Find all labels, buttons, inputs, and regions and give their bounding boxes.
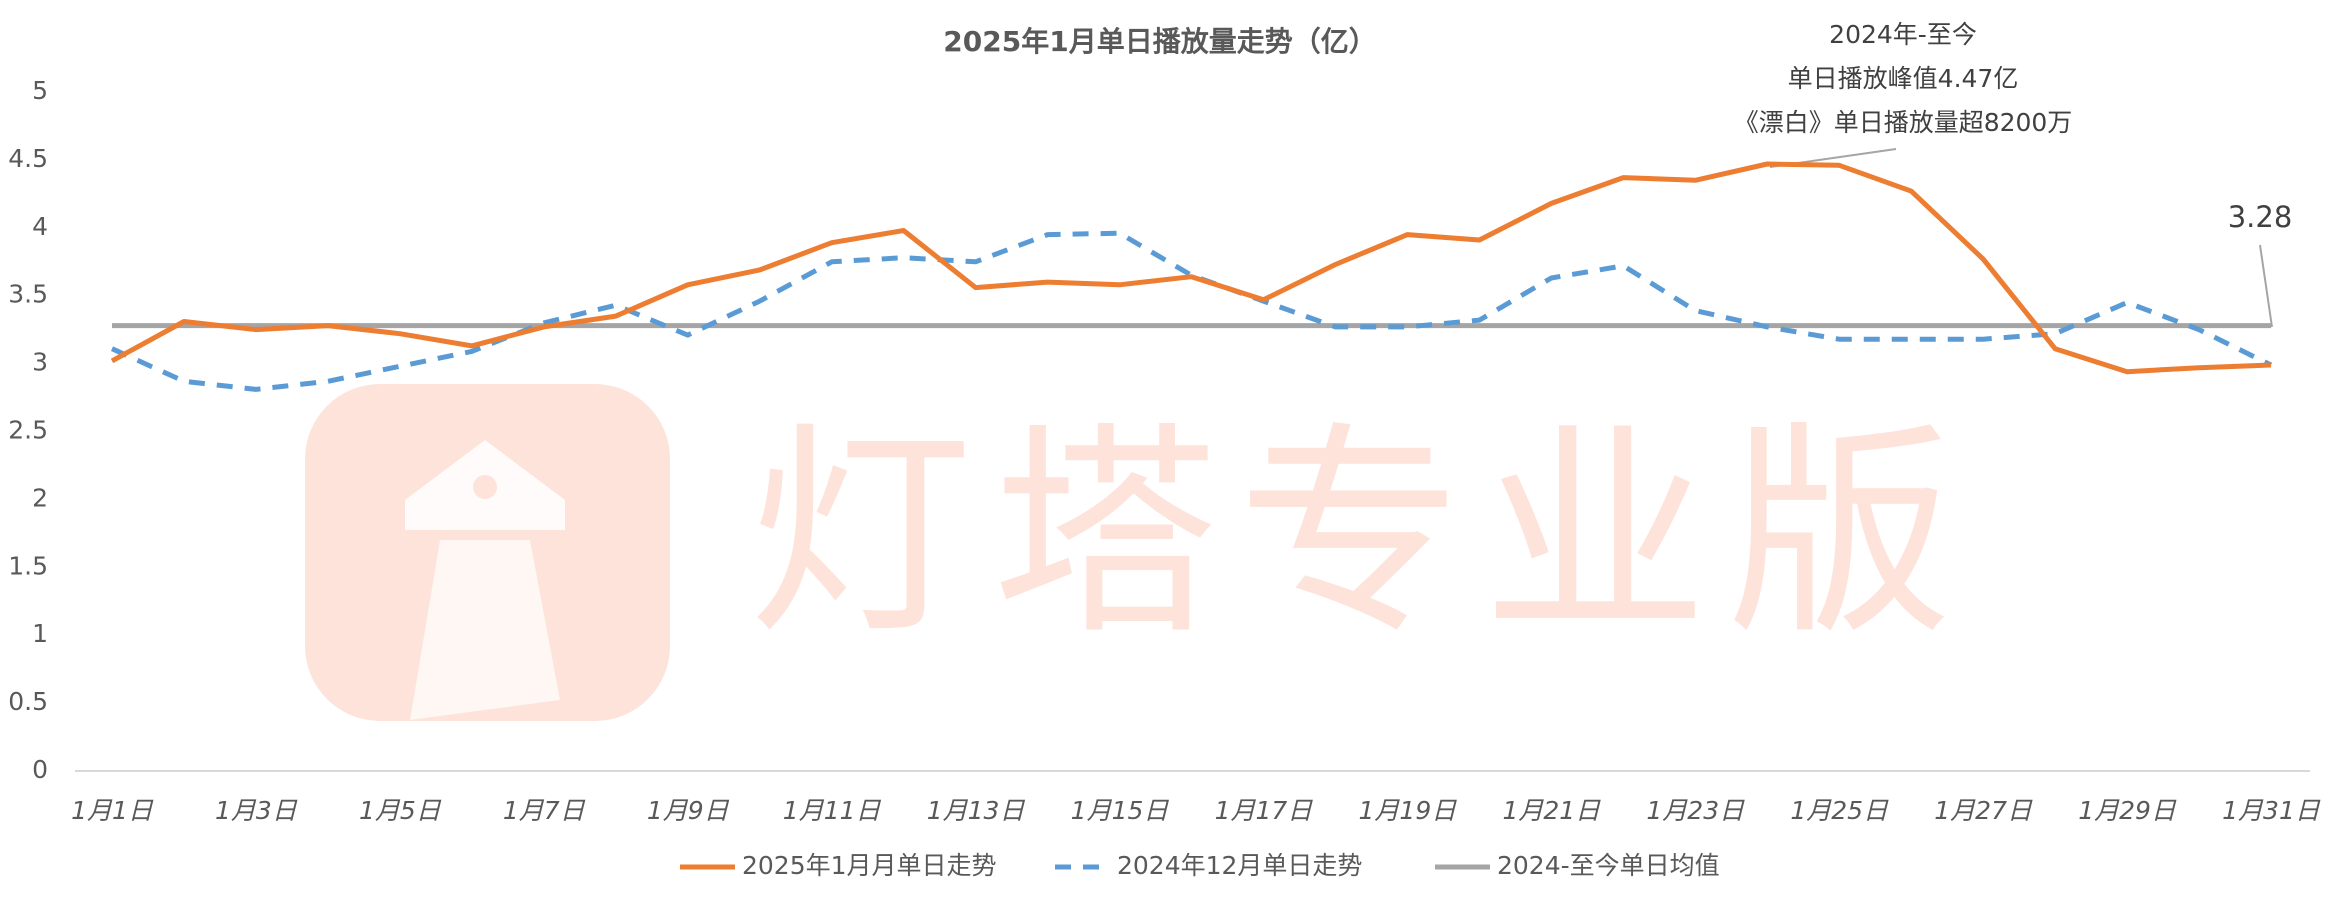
y-tick-label: 3.5 (8, 280, 48, 309)
x-tick-label: 1月13日 (927, 796, 1026, 825)
x-tick-label: 1月7日 (503, 796, 586, 825)
x-tick-label: 1月11日 (783, 796, 882, 825)
x-tick-label: 1月3日 (215, 796, 298, 825)
y-tick-label: 4 (32, 212, 48, 241)
series-line (110, 161, 2272, 375)
x-tick-label: 1月23日 (1646, 796, 1745, 825)
x-tick-label: 1月19日 (1359, 796, 1458, 825)
y-tick-label: 5 (32, 76, 48, 105)
legend-label: 2024年12月单日走势 (1117, 851, 1362, 880)
y-tick-label: 2.5 (8, 416, 48, 445)
x-tick-label: 1月15日 (1071, 796, 1170, 825)
annotation-text: 2024年-至今 (1829, 20, 1977, 49)
watermark-logo (305, 384, 670, 721)
annotation-leader (2259, 244, 2273, 328)
y-tick-label: 2 (32, 483, 48, 512)
series-line (110, 230, 2273, 392)
y-tick-label: 1 (32, 619, 48, 648)
y-tick-label: 1.5 (8, 551, 48, 580)
y-tick-label: 4.5 (8, 144, 48, 173)
x-tick-label: 1月21日 (1502, 796, 1601, 825)
y-tick-label: 0 (32, 755, 48, 784)
annotation-value: 3.28 (2228, 200, 2293, 234)
x-tick-label: 1月29日 (2078, 796, 2177, 825)
x-tick-label: 1月25日 (1790, 796, 1889, 825)
y-tick-label: 0.5 (8, 687, 48, 716)
annotation-text: 单日播放峰值4.47亿 (1788, 64, 2019, 93)
legend-label: 2024-至今单日均值 (1497, 851, 1720, 880)
x-tick-label: 1月27日 (1934, 796, 2033, 825)
y-tick-label: 3 (32, 348, 48, 377)
x-tick-label: 1月31日 (2222, 796, 2321, 825)
watermark: 灯塔专业版 (748, 404, 1973, 666)
annotation-text: 《漂白》单日播放量超8200万 (1734, 108, 2073, 137)
x-tick-label: 1月9日 (647, 796, 730, 825)
x-tick-label: 1月5日 (359, 796, 442, 825)
legend-label: 2025年1月月单日走势 (742, 851, 997, 880)
x-tick-label: 1月17日 (1215, 796, 1314, 825)
chart-title: 2025年1月单日播放量走势（亿） (943, 25, 1376, 58)
x-tick-label: 1月1日 (71, 796, 154, 825)
